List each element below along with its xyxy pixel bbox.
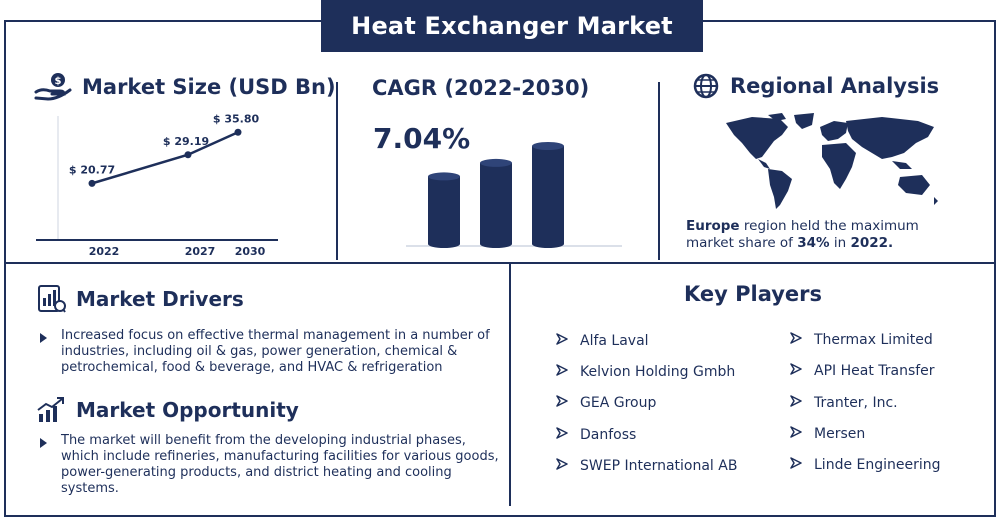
cagr-cylinder-chart: [406, 142, 622, 248]
region-text-mid: region held the maximum market share of: [686, 218, 919, 251]
data-point: [234, 128, 242, 136]
bar-body: [428, 176, 460, 244]
world-map-image: [726, 113, 938, 209]
market-size-heading: $ Market Size (USD Bn): [34, 72, 336, 102]
divider-horizontal: [4, 262, 996, 264]
arrow-icon: [556, 458, 572, 474]
arrow-icon: [556, 333, 572, 349]
arrow-icon: [790, 363, 806, 379]
region-text-in: in: [829, 235, 851, 251]
data-point: [88, 179, 96, 187]
divider-top-left: [336, 82, 338, 260]
market-size-title: Market Size (USD Bn): [82, 75, 336, 99]
x-tick-label: 2022: [89, 245, 120, 258]
key-player-name: Linde Engineering: [814, 457, 941, 473]
arrow-icon: [556, 395, 572, 411]
key-player-item: Mersen: [790, 426, 865, 442]
cylinder-bar: [480, 158, 512, 248]
arrow-icon: [790, 426, 806, 442]
arrow-icon: [556, 427, 572, 443]
drivers-bullet: Increased focus on effective thermal man…: [40, 328, 490, 376]
cagr-heading: CAGR (2022-2030): [372, 76, 589, 100]
bar-bottom: [428, 240, 460, 248]
bar-bottom: [532, 240, 564, 248]
key-player-name: API Heat Transfer: [814, 363, 935, 379]
bar-body: [532, 146, 564, 244]
data-label: $ 29.19: [163, 135, 209, 148]
key-player-name: Danfoss: [580, 427, 637, 443]
bullet-triangle-icon: [40, 333, 47, 343]
key-player-item: Thermax Limited: [790, 332, 933, 348]
key-player-name: Tranter, Inc.: [814, 395, 898, 411]
regional-description: Europe region held the maximum market sh…: [686, 218, 956, 252]
x-tick-label: 2030: [235, 245, 266, 258]
x-tick-label: 2027: [185, 245, 216, 258]
opportunity-heading: Market Opportunity: [36, 396, 299, 424]
cylinder-bar: [428, 172, 460, 248]
cagr-title: CAGR (2022-2030): [372, 76, 590, 100]
bar-bottom: [480, 240, 512, 248]
opportunity-text: The market will benefit from the develop…: [61, 433, 499, 496]
drivers-text: Increased focus on effective thermal man…: [61, 328, 490, 375]
arrow-icon: [556, 364, 572, 380]
data-point: [184, 151, 192, 159]
data-label: $ 20.77: [69, 163, 115, 176]
data-label: $ 35.80: [213, 112, 260, 125]
key-player-name: GEA Group: [580, 395, 657, 411]
regional-title: Regional Analysis: [730, 74, 940, 98]
key-player-name: Kelvion Holding Gmbh: [580, 364, 736, 380]
key-player-name: Mersen: [814, 426, 866, 442]
drivers-title: Market Drivers: [76, 287, 244, 311]
market-size-line-chart: $ 20.77 2022 $ 29.19 2027 $ 35.80 2030: [36, 112, 278, 258]
key-player-item: Tranter, Inc.: [790, 395, 898, 411]
key-player-item: SWEP International AB: [556, 458, 737, 474]
page-title: Heat Exchanger Market: [321, 0, 703, 52]
chart-document-icon: [36, 284, 66, 314]
key-player-name: SWEP International AB: [580, 458, 738, 474]
region-name: Europe: [686, 218, 740, 234]
key-player-name: Alfa Laval: [580, 333, 649, 349]
arrow-icon: [790, 395, 806, 411]
drivers-heading: Market Drivers: [36, 284, 244, 314]
key-player-item: GEA Group: [556, 395, 656, 411]
key-player-item: Kelvion Holding Gmbh: [556, 364, 735, 380]
cylinder-bar: [532, 142, 564, 248]
growth-arrow-icon: [36, 396, 66, 424]
divider-top-right: [658, 82, 660, 260]
regional-heading: Regional Analysis: [692, 72, 939, 100]
region-share: 34%: [797, 235, 830, 251]
divider-bottom: [509, 264, 511, 506]
cagr-value: 7.04%: [373, 122, 471, 155]
bar-top: [480, 158, 512, 167]
bar-top: [532, 142, 564, 150]
money-hand-icon: $: [34, 72, 72, 102]
key-players-title: Key Players: [683, 282, 823, 306]
key-player-item: Linde Engineering: [790, 457, 941, 473]
opportunity-title: Market Opportunity: [76, 398, 299, 422]
key-player-name: Thermax Limited: [814, 332, 933, 348]
bar-top: [428, 172, 460, 181]
arrow-icon: [790, 457, 806, 473]
svg-text:$: $: [55, 76, 62, 87]
bullet-triangle-icon: [40, 438, 47, 448]
key-player-item: Danfoss: [556, 427, 636, 443]
arrow-icon: [790, 332, 806, 348]
globe-icon: [692, 72, 720, 100]
region-year: 2022.: [850, 235, 894, 251]
bar-body: [480, 162, 512, 244]
key-player-item: API Heat Transfer: [790, 363, 935, 379]
key-player-item: Alfa Laval: [556, 333, 649, 349]
opportunity-bullet: The market will benefit from the develop…: [40, 433, 502, 497]
